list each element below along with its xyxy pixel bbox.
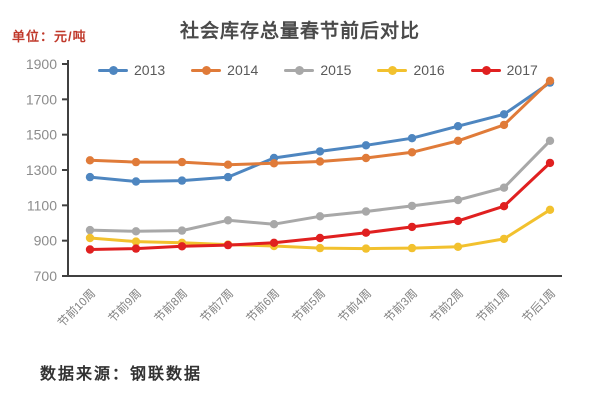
- x-tick-label: 节前7周: [197, 286, 236, 325]
- data-point-2014-节前7周: [223, 160, 233, 169]
- x-tick-label: 节前1周: [473, 286, 512, 325]
- data-point-2017-节前7周: [223, 240, 233, 250]
- data-point-2014-节前10周: [85, 156, 95, 165]
- data-point-2014-节前3周: [407, 148, 417, 157]
- data-point-2014-节前2周: [453, 136, 463, 145]
- y-tick-label: 1900: [26, 56, 57, 72]
- data-point-2014-节前6周: [269, 159, 279, 168]
- x-tick-label: 节前4周: [335, 286, 374, 325]
- data-point-2013-节前2周: [453, 122, 463, 131]
- x-tick-label: 节前9周: [105, 286, 144, 325]
- data-point-2015-节前3周: [407, 201, 417, 211]
- data-point-2014-节前5周: [315, 157, 325, 166]
- legend-swatch-icon: [191, 65, 222, 75]
- x-tick-label: 节前6周: [243, 286, 282, 325]
- legend-label: 2015: [320, 62, 352, 78]
- legend-label: 2016: [413, 62, 445, 78]
- legend-item-2014: 2014: [191, 62, 258, 78]
- data-point-2017-节前9周: [131, 244, 141, 253]
- legend-label: 2013: [134, 62, 166, 78]
- chart-legend: 2013 2014 2015 2016 2017: [98, 62, 538, 78]
- data-point-2015-节前9周: [131, 227, 141, 236]
- x-tick-label: 节前10周: [55, 286, 98, 329]
- data-point-2014-节前8周: [177, 157, 187, 167]
- x-tick-label: 节后1周: [520, 287, 558, 325]
- data-point-2013-节前4周: [361, 141, 371, 150]
- data-point-2013-节前5周: [315, 147, 325, 156]
- data-point-2017-节后1周: [545, 158, 555, 168]
- data-point-2013-节前7周: [223, 172, 233, 182]
- data-point-2016-节后1周: [545, 205, 555, 214]
- data-point-2017-节前5周: [315, 233, 325, 243]
- data-point-2016-节前5周: [315, 243, 325, 253]
- data-point-2015-节前4周: [361, 207, 371, 216]
- legend-item-2017: 2017: [470, 62, 538, 78]
- legend-item-2013: 2013: [98, 62, 165, 78]
- data-point-2016-节前2周: [453, 242, 463, 251]
- data-point-2016-节前10周: [85, 233, 95, 243]
- data-point-2013-节前9周: [131, 177, 141, 186]
- data-point-2015-节前2周: [453, 195, 463, 205]
- data-point-2017-节前1周: [499, 202, 509, 211]
- data-point-2017-节前4周: [361, 228, 371, 237]
- x-tick-label: 节前2周: [427, 286, 466, 325]
- y-tick-label: 1100: [27, 197, 57, 213]
- data-point-2014-节前1周: [499, 120, 509, 130]
- data-point-2015-节前10周: [85, 225, 95, 235]
- data-point-2017-节前3周: [407, 222, 417, 232]
- data-point-2015-节后1周: [545, 136, 555, 145]
- data-point-2017-节前8周: [177, 242, 187, 251]
- data-point-2015-节前1周: [499, 183, 509, 192]
- x-tick-label: 节前3周: [381, 286, 420, 325]
- data-point-2016-节前1周: [499, 234, 509, 244]
- data-point-2015-节前5周: [315, 212, 325, 221]
- unit-label: 单位：元/吨: [12, 29, 87, 44]
- y-tick-label: 1700: [26, 91, 57, 107]
- data-point-2015-节前6周: [269, 220, 279, 229]
- data-point-2017-节前10周: [85, 245, 95, 254]
- data-point-2015-节前7周: [223, 216, 233, 225]
- data-point-2014-节前9周: [131, 157, 141, 167]
- legend-swatch-icon: [470, 65, 501, 75]
- x-tick-label: 节前8周: [151, 286, 190, 325]
- y-tick-label: 1500: [26, 127, 57, 143]
- legend-swatch-icon: [284, 65, 315, 75]
- y-tick-label: 700: [34, 268, 58, 284]
- legend-item-2016: 2016: [377, 62, 445, 78]
- data-point-2013-节前3周: [407, 134, 417, 143]
- data-point-2014-节前4周: [361, 153, 371, 163]
- x-tick-label: 节前5周: [289, 286, 328, 325]
- data-point-2016-节前4周: [361, 244, 371, 253]
- data-point-2013-节前1周: [499, 110, 509, 119]
- data-point-2017-节前6周: [269, 238, 279, 247]
- chart-title: 社会库存总量春节前后对比: [179, 21, 420, 42]
- data-point-2014-节后1周: [545, 76, 555, 86]
- y-tick-label: 900: [34, 233, 58, 249]
- legend-item-2015: 2015: [284, 62, 351, 78]
- data-point-2016-节前3周: [407, 243, 417, 253]
- data-point-2015-节前8周: [177, 226, 187, 235]
- data-point-2013-节前10周: [85, 172, 95, 182]
- y-tick-label: 1300: [26, 162, 57, 178]
- legend-label: 2017: [506, 62, 538, 78]
- legend-label: 2014: [227, 62, 259, 78]
- data-source-label: 数据来源：钢联数据: [40, 366, 203, 383]
- data-point-2017-节前2周: [453, 216, 463, 226]
- data-point-2013-节前8周: [177, 176, 187, 185]
- legend-swatch-icon: [377, 65, 408, 75]
- legend-swatch-icon: [98, 65, 128, 75]
- data-point-2016-节前9周: [131, 237, 141, 246]
